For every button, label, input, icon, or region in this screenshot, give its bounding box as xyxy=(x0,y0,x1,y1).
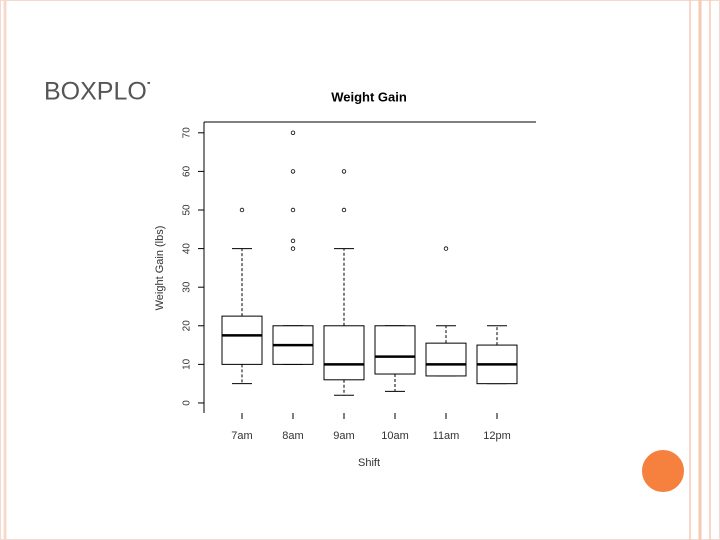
x-tick-label: 9am xyxy=(333,430,354,442)
chart-panel xyxy=(150,76,546,482)
x-tick-label: 8am xyxy=(282,430,303,442)
outlier xyxy=(239,207,245,213)
y-tick-label: 10 xyxy=(182,358,193,370)
chart: Weight Gain Shift Weight Gain (lbs) 0 10 2… xyxy=(154,89,536,469)
y-tick-label: 40 xyxy=(182,243,193,255)
x-axis-label: Shift xyxy=(358,457,380,469)
y-tick-label: 60 xyxy=(182,165,193,177)
outlier xyxy=(341,169,347,174)
y-tick-label: 30 xyxy=(182,281,193,293)
chart-title: Weight Gain xyxy=(331,89,407,104)
y-axis-label: Weight Gain (lbs) xyxy=(154,226,166,311)
x-tick-label: 10am xyxy=(381,430,409,442)
y-tick-label: 70 xyxy=(182,127,193,139)
x-tick-label: 7am xyxy=(231,430,252,442)
slide-title: BOXPLOT xyxy=(44,78,162,106)
y-tick-label: 20 xyxy=(182,320,193,332)
outlier xyxy=(290,246,296,251)
decor-circle xyxy=(640,448,686,494)
y-tick-label: 0 xyxy=(182,400,193,406)
box xyxy=(221,315,263,365)
outlier xyxy=(341,207,347,213)
box xyxy=(323,325,365,381)
outlier xyxy=(290,130,296,136)
outlier xyxy=(290,207,296,213)
outlier xyxy=(290,169,296,174)
y-tick-label: 50 xyxy=(182,204,193,216)
outlier xyxy=(290,238,296,244)
x-tick-label: 12pm xyxy=(483,430,511,442)
box xyxy=(374,325,416,375)
outlier xyxy=(443,246,449,251)
box xyxy=(425,342,467,377)
x-tick-label: 11am xyxy=(433,430,460,442)
